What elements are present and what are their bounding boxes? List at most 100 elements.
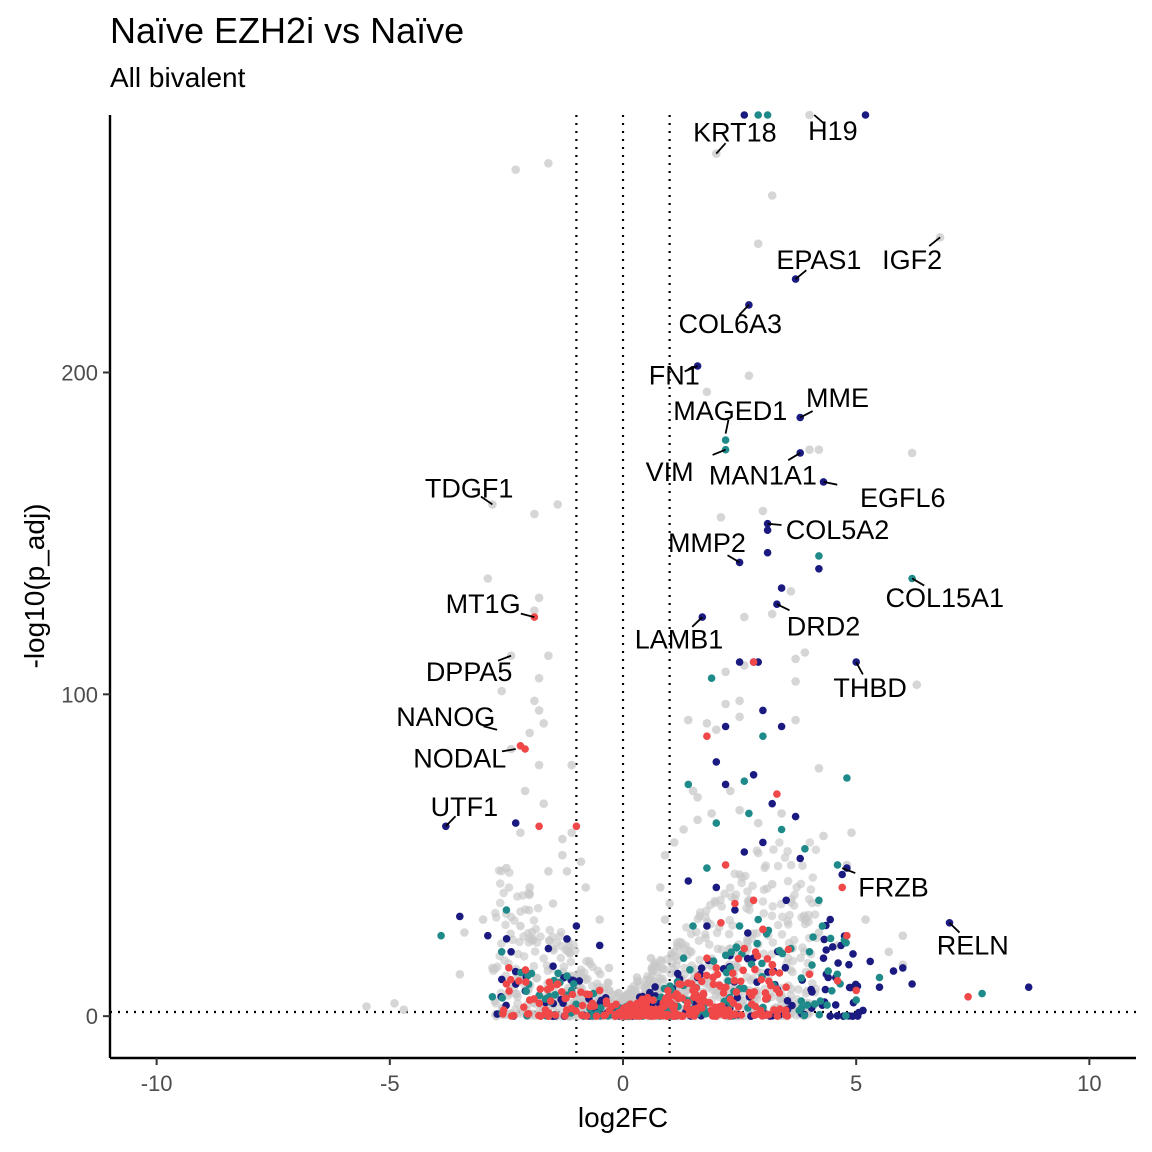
data-point <box>530 606 539 615</box>
data-point <box>515 977 523 985</box>
chart-subtitle: All bivalent <box>110 62 246 93</box>
data-point <box>702 971 711 980</box>
data-point <box>814 764 824 773</box>
data-point <box>805 948 814 956</box>
data-point <box>390 999 399 1008</box>
data-point <box>749 658 758 666</box>
data-point <box>712 819 721 827</box>
data-point <box>759 706 767 715</box>
data-point <box>765 977 773 986</box>
data-point <box>567 828 576 837</box>
data-point <box>745 905 754 915</box>
data-point <box>778 912 787 922</box>
data-point <box>567 1004 576 1013</box>
data-point <box>536 985 545 993</box>
data-point <box>861 915 870 924</box>
data-point <box>828 987 836 995</box>
data-point <box>703 954 711 962</box>
data-point <box>593 966 603 976</box>
data-point <box>1024 983 1033 991</box>
data-point <box>592 1012 601 1020</box>
data-point <box>516 921 525 931</box>
data-point <box>491 908 500 918</box>
gene-label: COL5A2 <box>786 515 890 545</box>
data-point <box>786 860 796 870</box>
data-point <box>506 651 516 660</box>
data-point <box>719 989 728 997</box>
data-point <box>810 910 820 919</box>
data-point <box>819 831 828 841</box>
data-point <box>682 923 691 932</box>
data-point <box>788 967 797 977</box>
data-point <box>744 929 752 937</box>
data-point <box>797 974 806 982</box>
data-point <box>460 928 469 937</box>
data-point <box>782 1010 790 1018</box>
data-point <box>595 986 604 995</box>
data-point <box>556 953 566 963</box>
data-point <box>805 970 814 979</box>
data-point <box>575 977 584 985</box>
data-point <box>569 980 578 988</box>
data-point <box>525 728 534 738</box>
data-point <box>753 939 761 948</box>
label-leader-line <box>794 269 807 280</box>
data-point <box>601 1011 610 1019</box>
data-point <box>852 986 860 995</box>
data-point <box>715 981 724 989</box>
data-point <box>534 760 544 770</box>
data-point <box>497 686 507 696</box>
data-point <box>833 970 842 979</box>
data-point <box>833 1012 842 1020</box>
data-point <box>499 1006 508 1014</box>
label-leader-line <box>799 410 814 419</box>
data-point <box>750 1011 759 1019</box>
data-point <box>534 706 544 715</box>
data-point <box>807 985 815 994</box>
data-point <box>554 969 562 978</box>
data-point <box>705 940 714 949</box>
data-point <box>535 822 543 831</box>
data-point <box>701 933 710 943</box>
data-point <box>488 993 497 1001</box>
data-point <box>562 867 572 876</box>
gene-label: NANOG <box>396 702 495 732</box>
data-point <box>833 861 842 869</box>
data-point <box>505 964 513 972</box>
data-point <box>693 972 702 981</box>
data-point <box>664 986 672 995</box>
data-point <box>843 774 851 782</box>
data-point <box>907 448 917 458</box>
data-point <box>648 962 657 972</box>
data-point <box>696 1001 705 1010</box>
data-point <box>692 927 701 937</box>
data-point <box>767 609 777 619</box>
data-point <box>516 828 525 837</box>
gene-label: FN1 <box>649 361 700 391</box>
data-point <box>847 828 856 837</box>
data-point <box>702 387 712 397</box>
data-point <box>558 834 567 844</box>
data-point <box>551 991 559 999</box>
data-point <box>782 983 790 991</box>
data-point <box>978 989 986 998</box>
gene-label: VIM <box>646 457 694 487</box>
data-point <box>525 883 534 892</box>
data-point <box>539 719 548 728</box>
data-point <box>505 987 513 995</box>
data-point <box>777 584 786 592</box>
label-leader-line <box>738 304 750 316</box>
data-point <box>721 722 730 731</box>
data-point <box>539 954 548 963</box>
data-point <box>544 867 553 876</box>
highlighted-points <box>437 111 1033 1020</box>
data-point <box>721 436 730 444</box>
data-point <box>566 957 576 967</box>
data-point <box>791 715 800 725</box>
data-point <box>536 1012 545 1020</box>
data-point <box>791 812 800 821</box>
data-point <box>498 994 507 1002</box>
data-point <box>814 445 824 455</box>
data-point <box>581 975 591 985</box>
